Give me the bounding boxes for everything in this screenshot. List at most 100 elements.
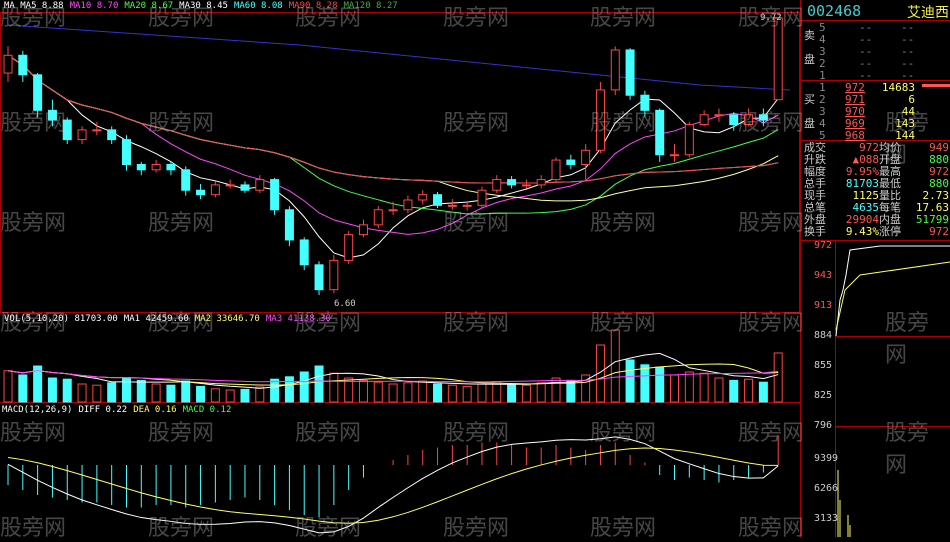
candle [625, 49, 635, 96]
sell-label: 盘 [804, 53, 815, 66]
sell-price: -- [859, 21, 873, 34]
watermark: 股旁网 [443, 516, 510, 541]
buy-level: 3 970 44 [801, 106, 950, 118]
stat-value: 972 [859, 141, 879, 154]
stat-value: 880 [929, 153, 949, 166]
intraday-avg-line [835, 261, 950, 331]
watermark: 股旁网 [148, 421, 215, 446]
watermark: 股旁网 [738, 516, 805, 541]
watermark: 股旁网 [148, 6, 215, 31]
sell-side-label: 盘 [801, 54, 950, 66]
candle [18, 54, 28, 76]
watermark: 股旁网 [295, 421, 362, 446]
stat-value: 9.95% [845, 165, 879, 178]
candle [699, 114, 709, 126]
volume-bar [551, 377, 561, 403]
ma120-line [7, 24, 791, 91]
legend-item: MA20 8.67 [124, 1, 174, 11]
watermark: 股旁网 [0, 6, 67, 31]
watermark: 股旁网 [738, 421, 805, 446]
volume-bar [107, 382, 117, 403]
level-num: 1 [819, 81, 826, 94]
level-num: 2 [819, 57, 826, 70]
stat-value: 972 [929, 225, 949, 238]
candle [329, 259, 339, 291]
candle [136, 163, 146, 171]
level-num: 4 [819, 33, 826, 46]
candle [299, 239, 309, 266]
watermark: 股旁网 [590, 111, 657, 136]
candle [47, 109, 57, 121]
stat-value: 9.43% [845, 225, 879, 238]
high-price-label: 9.72 [760, 13, 782, 23]
stat-label: 外盘 [804, 213, 826, 226]
candle [670, 154, 680, 157]
candle [225, 184, 235, 187]
volume-bar [284, 376, 294, 403]
candle [33, 74, 43, 111]
stat-row: 升跌 ▲088 开盘 880 [801, 154, 950, 166]
stat-value: 51799 [915, 213, 949, 226]
level-num: 2 [819, 93, 826, 106]
watermark: 股旁网 [0, 111, 67, 136]
volume-bar [640, 364, 650, 403]
sell-volume: -- [901, 45, 915, 58]
intraday-axis-label: 825 [814, 390, 833, 401]
stat-row: 总笔 4635 每笔 17.63 [801, 202, 950, 214]
volume-bar [62, 378, 72, 403]
stat-label: 量比 [879, 189, 901, 202]
intraday-axis-label: 972 [814, 240, 833, 251]
volume-bar [255, 386, 265, 403]
level-num: 5 [819, 21, 826, 34]
sell-side-label: 卖 [801, 30, 950, 42]
level-num: 3 [819, 105, 826, 118]
candle [344, 234, 354, 261]
volume-bar [699, 372, 709, 403]
volume-bar [714, 377, 724, 403]
buy-price: 971 [845, 93, 865, 106]
candle [3, 54, 13, 74]
candle [181, 169, 191, 191]
stat-value: 29904 [845, 213, 879, 226]
volume-bar [521, 384, 531, 403]
stat-label: 开盘 [879, 153, 901, 166]
volume-bar [47, 377, 57, 403]
candle [151, 163, 161, 171]
watermark: 股旁网 [738, 311, 805, 336]
stat-value: 81703 [845, 177, 879, 190]
watermark: 股旁网 [148, 211, 215, 236]
watermark: 股旁网 [738, 111, 805, 136]
volume-legend: VOL(5,10,20) 81703.00 MA1 42459.60 MA2 336… [4, 314, 337, 324]
volume-bar [240, 388, 250, 403]
volume-bar [388, 383, 398, 403]
buy-volume: 144 [895, 129, 915, 142]
buy-volume: 44 [901, 105, 915, 118]
ma90-line [7, 54, 779, 184]
stat-label: 内盘 [879, 213, 901, 226]
legend-item: MACD 0.12 [182, 405, 232, 415]
ma5-line [7, 54, 779, 259]
volume-bar [595, 344, 605, 403]
sell-level: 3 -- -- [801, 46, 950, 58]
volume-bar [196, 385, 206, 403]
intraday-price-line [835, 245, 950, 337]
candle [270, 179, 280, 211]
intraday-axis-label: 9399 [814, 453, 839, 464]
stat-value: 4635 [852, 201, 880, 214]
candle [62, 119, 72, 141]
volume-bar [151, 383, 161, 403]
legend-item: MA90 8.28 [288, 1, 338, 11]
stat-label: 最高 [879, 165, 901, 178]
stat-row: 换手 9.43% 涨停 972 [801, 226, 950, 238]
watermark: 股旁网 [590, 311, 657, 336]
stat-value: 880 [929, 177, 949, 190]
candle [655, 109, 665, 156]
candle [403, 199, 413, 211]
volume-bar [270, 378, 280, 403]
volume-ma3-line [7, 370, 779, 383]
sell-level: 1 -- -- [801, 70, 950, 82]
candle [581, 149, 591, 165]
stat-row: 现手 1125 量比 2.73 [801, 190, 950, 202]
sell-label: 卖 [804, 29, 815, 42]
